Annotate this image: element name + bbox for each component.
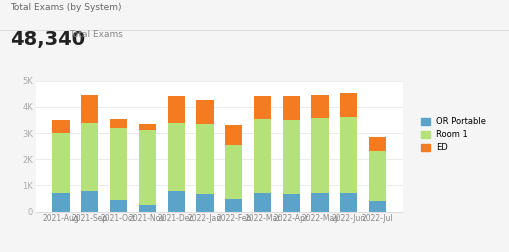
Bar — [368, 137, 385, 151]
Text: 48,340: 48,340 — [10, 30, 85, 49]
Bar — [224, 199, 242, 212]
Bar — [368, 151, 385, 201]
Bar — [138, 124, 156, 131]
Bar — [81, 191, 98, 212]
Text: Total Exams (by System): Total Exams (by System) — [10, 3, 122, 12]
Bar — [224, 125, 242, 145]
Bar — [282, 194, 299, 212]
Bar — [138, 131, 156, 205]
Bar — [368, 201, 385, 212]
Bar — [340, 193, 357, 212]
Bar — [311, 118, 328, 193]
Bar — [138, 205, 156, 212]
Text: Total Exams: Total Exams — [69, 30, 123, 39]
Bar — [282, 120, 299, 194]
Legend: OR Portable, Room 1, ED: OR Portable, Room 1, ED — [417, 114, 489, 156]
Bar — [340, 93, 357, 117]
Bar — [196, 194, 213, 212]
Bar — [196, 100, 213, 124]
Bar — [311, 193, 328, 212]
Bar — [196, 124, 213, 194]
Bar — [167, 123, 184, 191]
Bar — [52, 120, 70, 133]
Bar — [52, 133, 70, 193]
Bar — [340, 117, 357, 193]
Bar — [81, 122, 98, 191]
Bar — [110, 119, 127, 128]
Bar — [224, 145, 242, 199]
Bar — [52, 193, 70, 212]
Bar — [167, 191, 184, 212]
Bar — [110, 200, 127, 212]
Bar — [81, 95, 98, 122]
Bar — [253, 119, 271, 193]
Bar — [253, 96, 271, 119]
Bar — [253, 193, 271, 212]
Bar — [311, 95, 328, 118]
Bar — [167, 96, 184, 123]
Bar — [110, 128, 127, 200]
Bar — [282, 96, 299, 120]
